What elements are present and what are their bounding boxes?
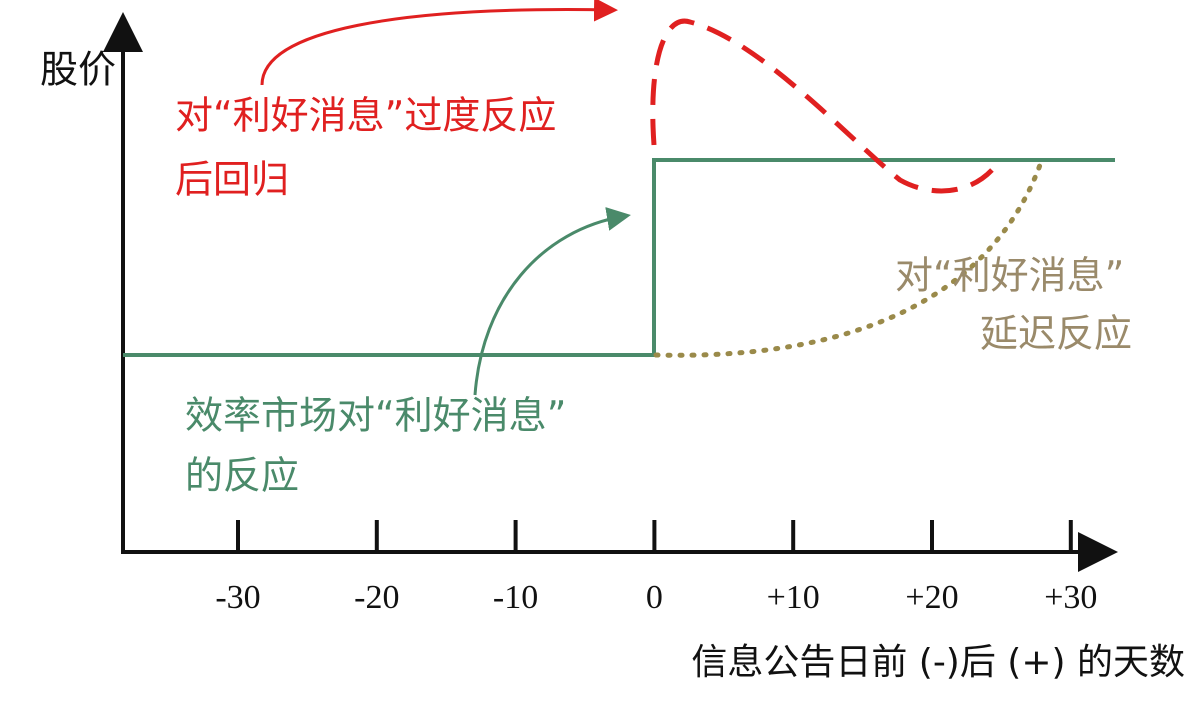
x-tick-label: -10 xyxy=(493,579,538,616)
green-arrow xyxy=(473,207,631,396)
overreaction-curve xyxy=(650,18,1003,194)
x-tick-label: -20 xyxy=(354,579,399,616)
x-tick-label: +10 xyxy=(767,579,820,616)
x-tick-label: +20 xyxy=(905,579,958,616)
x-axis-label: 信息公告日前 (-)后 (+) 的天数 xyxy=(691,642,1185,683)
axes: -30 -20 -10 0 +10 +20 +30 xyxy=(103,12,1118,616)
y-axis-label: 股价 xyxy=(40,48,116,92)
red-arrow xyxy=(260,0,618,86)
x-tick-label: -30 xyxy=(215,579,260,616)
x-ticks: -30 -20 -10 0 +10 +20 +30 xyxy=(215,520,1097,616)
delayed-curve xyxy=(653,162,1043,358)
annotation: 后回归 xyxy=(175,158,289,202)
x-tick-label: +30 xyxy=(1044,579,1097,616)
annotation: 的反应 xyxy=(185,454,299,498)
annotation: 对“利好消息” xyxy=(895,254,1124,298)
annotation: 效率市场对“利好消息” xyxy=(185,394,566,438)
annotation: 延迟反应 xyxy=(980,312,1132,356)
annotation: 对“利好消息”过度反应 xyxy=(175,94,556,138)
x-tick-label: 0 xyxy=(646,579,663,616)
efficient-line xyxy=(123,158,1115,357)
